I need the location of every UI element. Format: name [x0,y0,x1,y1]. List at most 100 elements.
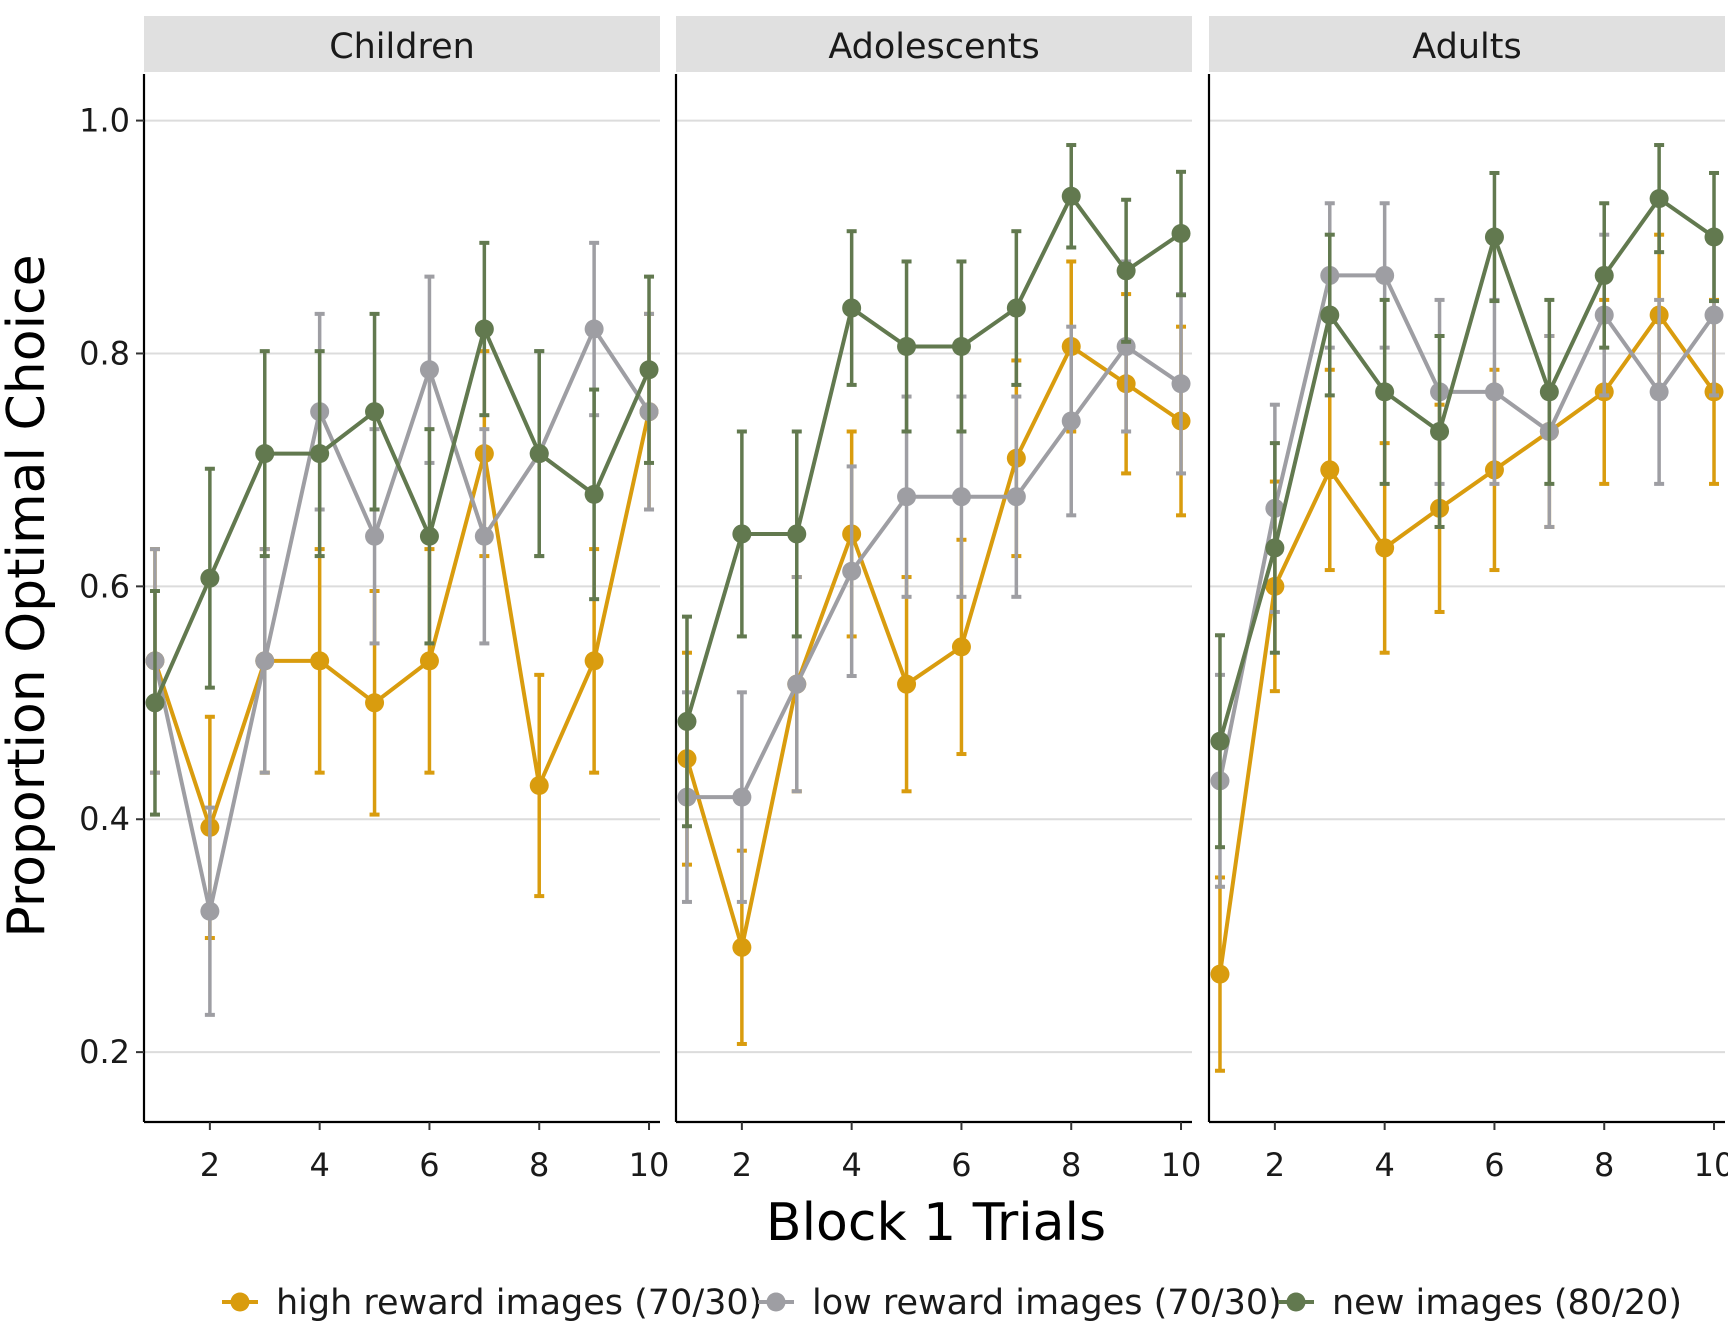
x-tick-label: 8 [1061,1146,1081,1184]
data-point [1484,382,1504,402]
data-point [1320,460,1340,480]
y-tick-label: 0.4 [79,800,130,838]
data-point [1210,964,1230,984]
legend-key-point [1286,1292,1306,1312]
data-point [1171,224,1191,244]
legend: high reward images (70/30) low reward ima… [222,1283,1682,1323]
data-point [842,561,862,581]
data-point [200,901,220,921]
data-point [310,651,330,671]
data-point [1649,189,1669,209]
series-line [153,411,651,830]
x-tick-label: 10 [1161,1146,1202,1184]
data-point [1116,261,1136,281]
series-line [1218,273,1716,782]
strip-label: Adolescents [828,27,1039,67]
data-point [1375,265,1395,285]
x-tick-label: 8 [529,1146,549,1184]
data-point [1484,227,1504,247]
x-tick-label: 10 [1694,1146,1728,1184]
x-tick-label: 6 [951,1146,971,1184]
data-point [474,319,494,339]
series-2 [145,240,659,1017]
data-point [732,787,752,807]
legend-label: high reward images (70/30) [276,1283,762,1323]
panel-adults: Adults 2 4 6 8 10 [1207,16,1728,1184]
data-point [1539,382,1559,402]
series-2 [1210,201,1724,889]
data-point [951,637,971,657]
y-tick-label: 1.0 [79,102,130,140]
chart-panels: Children 2 4 6 8 10 0.2 0.4 0.6 0.8 1.0 Adolescents… [79,16,1728,1184]
series-3 [145,240,659,817]
data-point [529,775,549,795]
data-point [1061,186,1081,206]
data-point [1649,382,1669,402]
data-point [1430,421,1450,441]
data-point [732,937,752,957]
legend-item-3: new images (80/20) [1278,1283,1682,1323]
data-point [1375,538,1395,558]
series-1 [1210,232,1724,1073]
series-line [1218,196,1716,742]
data-point [474,526,494,546]
data-point [842,298,862,318]
x-tick-label: 4 [841,1146,861,1184]
data-point [1320,305,1340,325]
data-point [639,360,659,380]
data-point [1006,487,1026,507]
series-line [685,344,1183,950]
series-3 [677,143,1191,829]
data-point [145,693,165,713]
data-point [419,651,439,671]
series-1 [145,311,659,941]
y-tick-label: 0.2 [79,1033,130,1071]
x-tick-label: 2 [1265,1146,1285,1184]
data-point [365,693,385,713]
series-1 [677,259,1191,1046]
x-tick-label: 2 [732,1146,752,1184]
series-3 [1210,143,1724,850]
data-point [310,444,330,464]
data-point [584,651,604,671]
data-point [1061,411,1081,431]
data-point [200,568,220,588]
data-point [1006,298,1026,318]
data-point [787,524,807,544]
data-point [1171,374,1191,394]
data-point [255,444,275,464]
data-point [365,402,385,422]
y-tick-label: 0.6 [79,567,130,605]
x-axis-title: Block 1 Trials [766,1193,1106,1253]
strip-background [1209,16,1725,72]
data-point [529,444,549,464]
x-tick-label: 6 [1484,1146,1504,1184]
legend-key-point [230,1292,250,1312]
legend-label: new images (80/20) [1332,1283,1682,1323]
legend-label: low reward images (70/30) [812,1283,1282,1323]
x-tick-label: 8 [1594,1146,1614,1184]
data-point [255,651,275,671]
series-line [153,327,651,914]
x-tick-label: 6 [419,1146,439,1184]
series-line [1218,313,1716,975]
data-point [1210,731,1230,751]
x-tick-label: 2 [200,1146,220,1184]
data-point [732,524,752,544]
strip-label: Adults [1412,27,1521,67]
legend-item-1: high reward images (70/30) [222,1283,762,1323]
legend-item-2: low reward images (70/30) [758,1283,1282,1323]
strip-background [676,16,1192,72]
panel-children: Children 2 4 6 8 10 0.2 0.4 0.6 0.8 1.0 [79,16,669,1184]
series-2 [677,259,1191,904]
x-tick-label: 4 [1374,1146,1394,1184]
strip-background [144,16,660,72]
x-tick-label: 4 [309,1146,329,1184]
series-line [687,344,1183,800]
data-point [419,526,439,546]
y-axis-title: Proportion Optimal Choice [0,254,57,937]
data-point [787,674,807,694]
data-point [1594,265,1614,285]
data-point [584,484,604,504]
